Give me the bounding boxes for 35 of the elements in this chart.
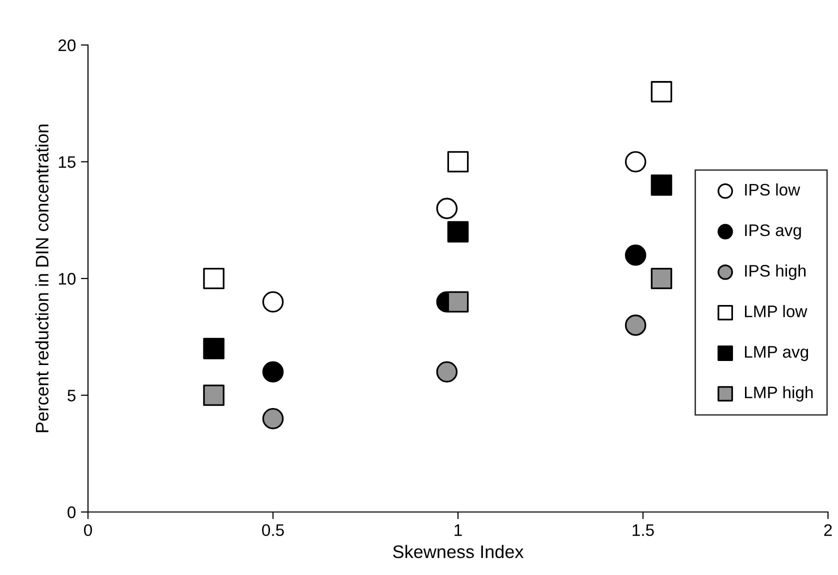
legend-label: IPS avg [745, 224, 801, 240]
legend-label: IPS high [745, 264, 806, 280]
point [650, 268, 672, 290]
point [262, 291, 284, 313]
legend-label: IPS low [745, 183, 800, 196]
x-tick-label: 0 [84, 524, 92, 536]
x-tick-label: 0.5 [262, 524, 284, 536]
x-tick-label: 1.5 [632, 524, 654, 536]
y-tick-label: 0 [68, 506, 76, 518]
point [447, 291, 469, 313]
y-tick-label: 20 [58, 39, 76, 52]
point [650, 174, 672, 196]
point [624, 244, 646, 266]
legend-label: LMP high [744, 386, 813, 402]
point [436, 361, 458, 383]
point [203, 384, 224, 406]
point [624, 151, 646, 172]
x-tick-label: 1 [454, 524, 462, 536]
point [624, 314, 646, 336]
legend-label: LMP avg [744, 346, 808, 362]
x-axis-title: Skewness Index [393, 544, 524, 558]
y-tick-label: 5 [68, 390, 76, 402]
y-tick-label: 15 [58, 156, 76, 168]
point [262, 408, 284, 430]
point [447, 221, 469, 242]
x-tick-label: 2 [824, 524, 832, 536]
legend-label: LMP low [744, 305, 808, 318]
point [447, 151, 469, 172]
y-axis-title: Percent reduction in DIN concentration [35, 124, 49, 432]
y-tick-label: 10 [58, 272, 76, 285]
point [436, 198, 458, 220]
point [650, 81, 672, 102]
point [262, 361, 284, 383]
point [203, 338, 224, 360]
point [203, 268, 224, 290]
